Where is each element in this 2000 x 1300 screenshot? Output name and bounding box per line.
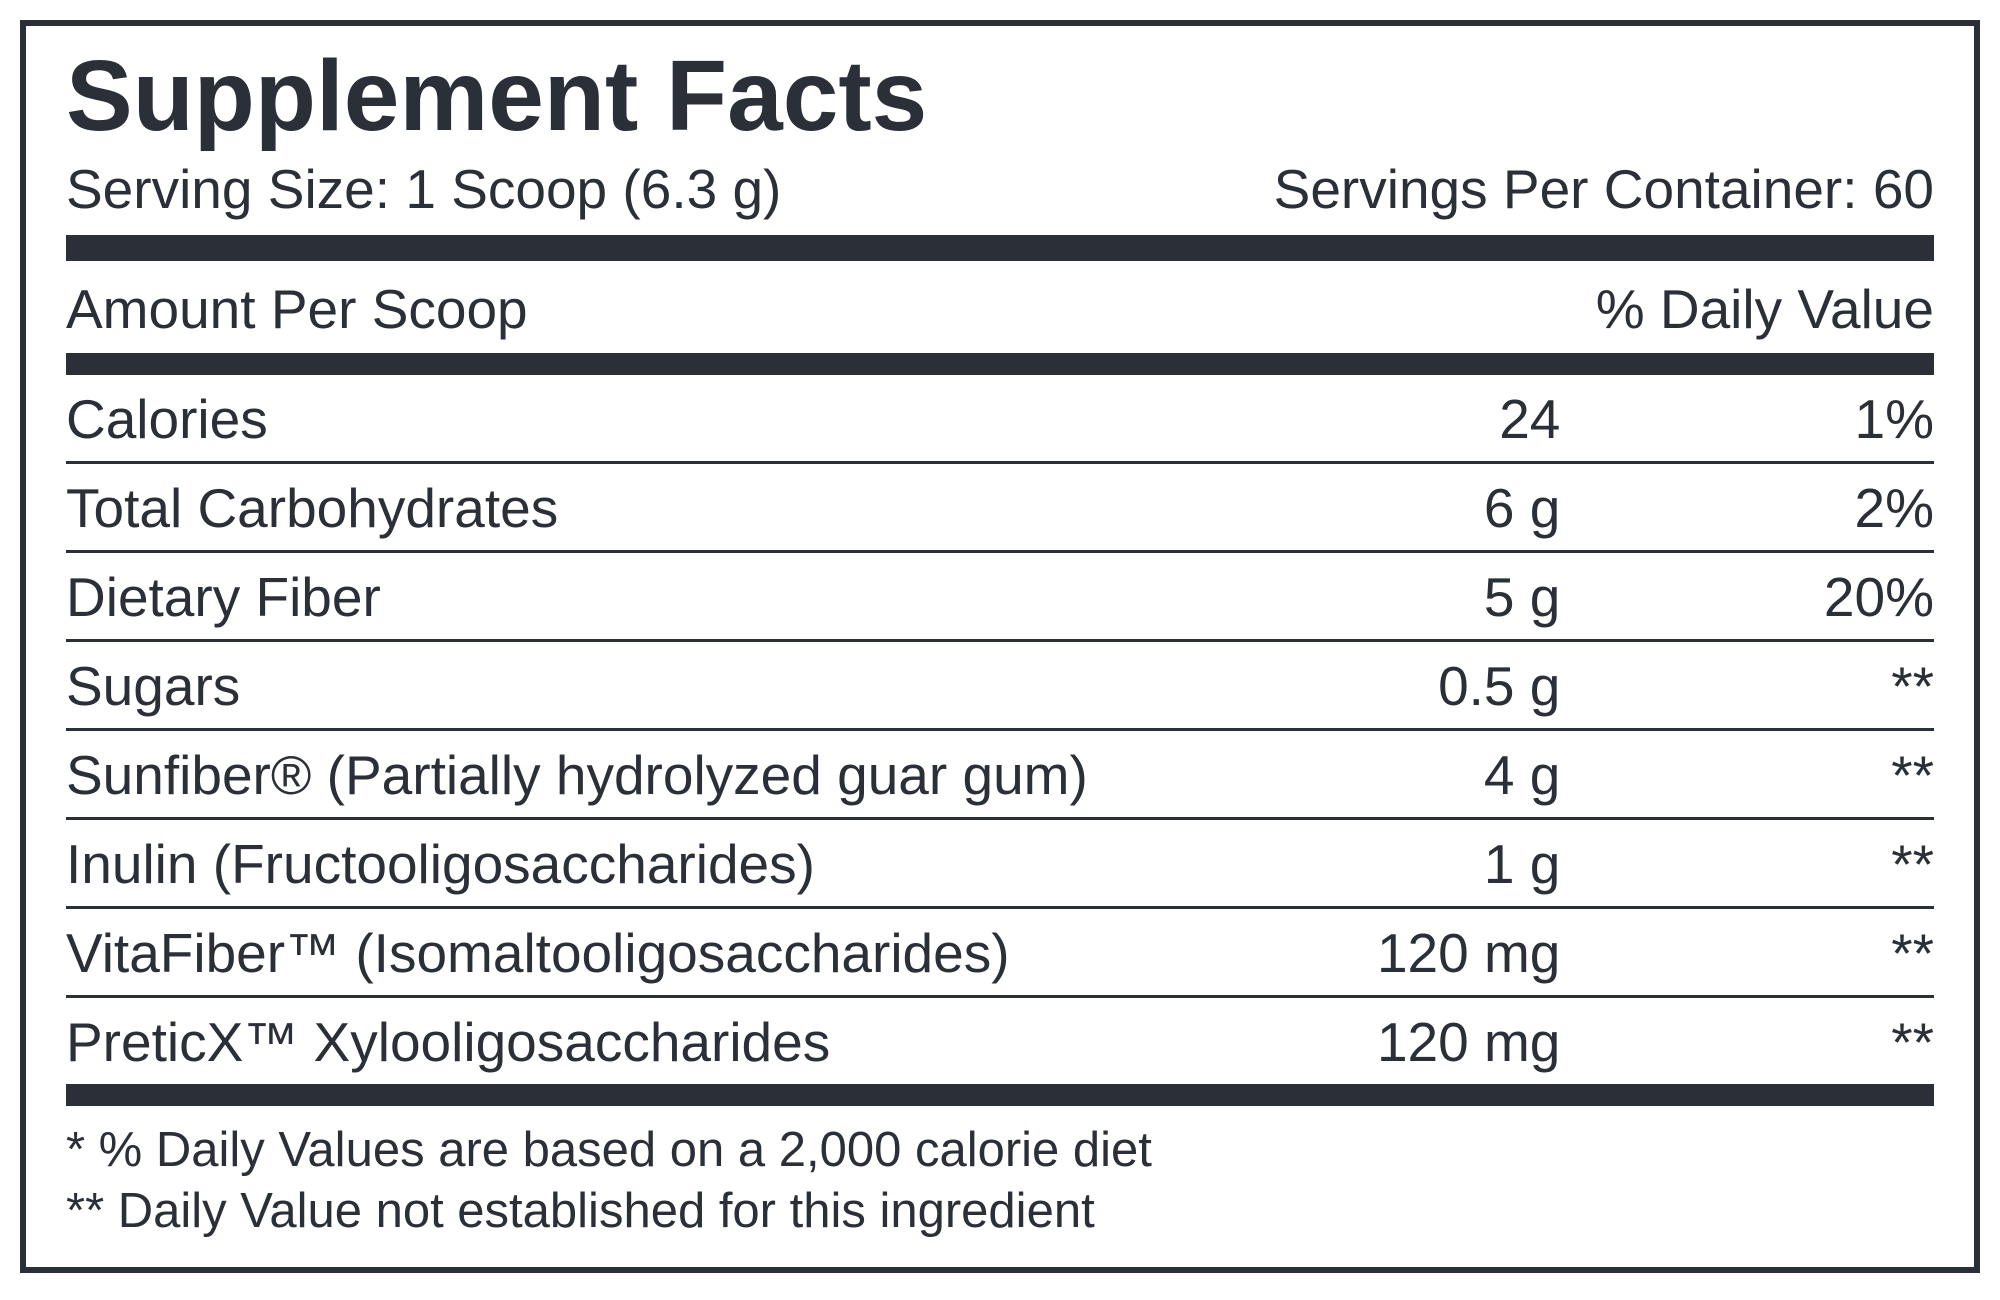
nutrient-name: Calories bbox=[66, 375, 1149, 463]
table-row: PreticX™ Xylooligosaccharides 120 mg ** bbox=[66, 997, 1934, 1085]
footnote-line: ** Daily Value not established for this … bbox=[66, 1181, 1934, 1242]
table-row: Dietary Fiber 5 g 20% bbox=[66, 552, 1934, 641]
nutrient-dv: 20% bbox=[1560, 552, 1934, 641]
header-daily-value: % Daily Value bbox=[1596, 277, 1934, 341]
nutrient-amount: 5 g bbox=[1149, 552, 1560, 641]
nutrient-dv: 2% bbox=[1560, 463, 1934, 552]
nutrient-amount: 24 bbox=[1149, 375, 1560, 463]
table-row: Sugars 0.5 g ** bbox=[66, 641, 1934, 730]
serving-row: Serving Size: 1 Scoop (6.3 g) Servings P… bbox=[66, 157, 1934, 221]
nutrient-amount: 120 mg bbox=[1149, 997, 1560, 1085]
nutrient-dv: ** bbox=[1560, 908, 1934, 997]
nutrient-name: PreticX™ Xylooligosaccharides bbox=[66, 997, 1149, 1085]
nutrient-dv: ** bbox=[1560, 641, 1934, 730]
table-row: Inulin (Fructooligosaccharides) 1 g ** bbox=[66, 819, 1934, 908]
nutrient-name: Sugars bbox=[66, 641, 1149, 730]
nutrient-dv: ** bbox=[1560, 997, 1934, 1085]
nutrient-dv: ** bbox=[1560, 819, 1934, 908]
facts-table: Calories 24 1% Total Carbohydrates 6 g 2… bbox=[66, 375, 1934, 1084]
servings-per-container: Servings Per Container: 60 bbox=[1274, 157, 1934, 221]
nutrient-amount: 0.5 g bbox=[1149, 641, 1560, 730]
footnote-line: * % Daily Values are based on a 2,000 ca… bbox=[66, 1120, 1934, 1181]
nutrient-amount: 1 g bbox=[1149, 819, 1560, 908]
table-row: Total Carbohydrates 6 g 2% bbox=[66, 463, 1934, 552]
table-row: VitaFiber™ (Isomaltooligosaccharides) 12… bbox=[66, 908, 1934, 997]
panel-title: Supplement Facts bbox=[66, 44, 1934, 149]
nutrient-name: VitaFiber™ (Isomaltooligosaccharides) bbox=[66, 908, 1149, 997]
nutrient-dv: 1% bbox=[1560, 375, 1934, 463]
divider-bar bbox=[66, 353, 1934, 375]
nutrient-name: Total Carbohydrates bbox=[66, 463, 1149, 552]
nutrient-amount: 4 g bbox=[1149, 730, 1560, 819]
supplement-facts-panel: Supplement Facts Serving Size: 1 Scoop (… bbox=[20, 20, 1980, 1273]
footnotes: * % Daily Values are based on a 2,000 ca… bbox=[66, 1120, 1934, 1243]
nutrient-dv: ** bbox=[1560, 730, 1934, 819]
nutrient-name: Inulin (Fructooligosaccharides) bbox=[66, 819, 1149, 908]
serving-size: Serving Size: 1 Scoop (6.3 g) bbox=[66, 157, 781, 221]
nutrient-amount: 120 mg bbox=[1149, 908, 1560, 997]
column-header-row: Amount Per Scoop % Daily Value bbox=[66, 261, 1934, 353]
header-amount-per-scoop: Amount Per Scoop bbox=[66, 277, 528, 341]
nutrient-name: Dietary Fiber bbox=[66, 552, 1149, 641]
divider-bar bbox=[66, 1084, 1934, 1106]
table-row: Calories 24 1% bbox=[66, 375, 1934, 463]
table-row: Sunfiber® (Partially hydrolyzed guar gum… bbox=[66, 730, 1934, 819]
nutrient-amount: 6 g bbox=[1149, 463, 1560, 552]
divider-bar bbox=[66, 235, 1934, 261]
nutrient-name: Sunfiber® (Partially hydrolyzed guar gum… bbox=[66, 730, 1149, 819]
